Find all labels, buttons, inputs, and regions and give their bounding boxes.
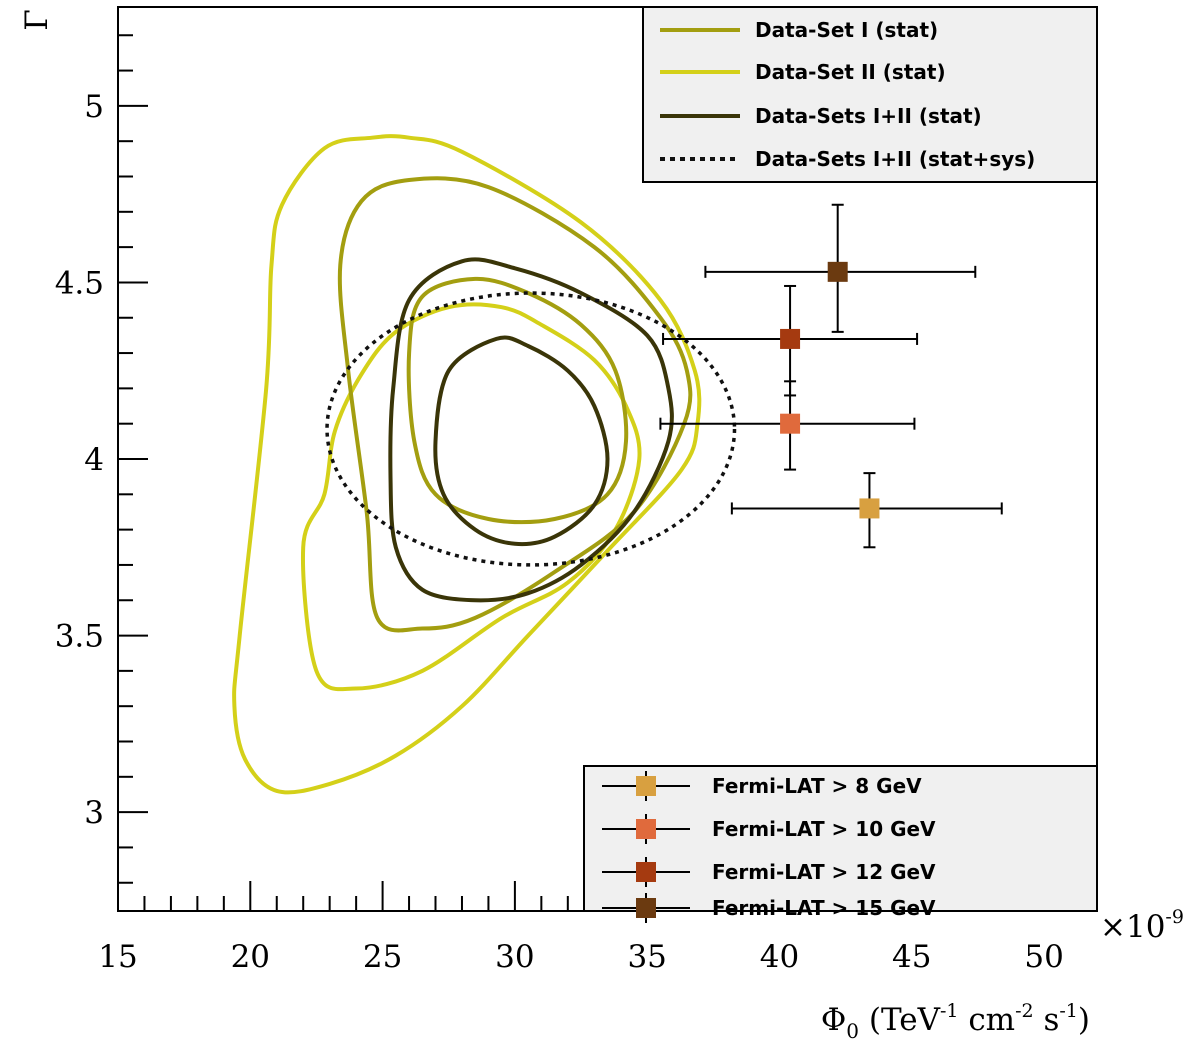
fermi-marker-2 xyxy=(780,328,801,349)
x-tick-label: 50 xyxy=(1024,939,1063,975)
y-axis-title: Γ xyxy=(19,9,55,31)
fermi-point-3 xyxy=(704,203,977,333)
legend-contours-box xyxy=(642,6,1098,183)
x-axis-title-sup1: -1 xyxy=(940,1000,959,1022)
contour-set2-1 xyxy=(301,302,642,692)
legend-line-label-2: Data-Sets I+II (stat) xyxy=(755,104,982,128)
x-axis-title-sub: 0 xyxy=(846,1019,859,1043)
x-tick-label: 30 xyxy=(495,939,534,975)
legend-point-label-3: Fermi-LAT > 15 GeV xyxy=(712,896,936,920)
contour-set1-2 xyxy=(337,176,693,633)
ellipse-layer xyxy=(325,291,737,567)
legend-point-label-0: Fermi-LAT > 8 GeV xyxy=(712,774,922,798)
legend-contours-entries: Data-Set I (stat) Data-Set II (stat) Data-… xyxy=(660,18,1035,171)
fermi-marker-1 xyxy=(780,413,801,434)
x-tick-label: 45 xyxy=(892,939,931,975)
x-tick-label: 20 xyxy=(231,939,270,975)
legend-line-label-1: Data-Set II (stat) xyxy=(755,60,946,84)
x-axis-title-unit-b: cm xyxy=(958,1002,1015,1038)
x-tick-label: 35 xyxy=(627,939,666,975)
x-axis-multiplier: ×10-9 xyxy=(1100,906,1184,945)
contour-combined-4 xyxy=(388,257,674,603)
legend-contours: Data-Set I (stat) Data-Set II (stat) Data-… xyxy=(642,6,1098,183)
fermi-point-1 xyxy=(659,380,916,471)
fermi-point-2 xyxy=(662,284,919,397)
y-tick-label: 3 xyxy=(84,795,104,831)
legend-line-label-3: Data-Sets I+II (stat+sys) xyxy=(755,147,1035,171)
fermi-points-layer xyxy=(659,203,1003,549)
x-tick-label: 40 xyxy=(760,939,799,975)
legend-point-label-2: Fermi-LAT > 12 GeV xyxy=(712,860,936,884)
legend-point-swatch-marker-1 xyxy=(636,819,656,839)
x-axis-title-unit-c: s xyxy=(1034,1002,1060,1038)
fermi-point-0 xyxy=(730,472,1003,549)
legend-point-swatch-marker-3 xyxy=(636,898,656,918)
x-axis-title-unit-a: (TeV xyxy=(859,1002,941,1038)
x-axis-title: Φ0 (TeV-1 cm-2 s-1) xyxy=(821,1000,1090,1043)
y-tick-label: 3.5 xyxy=(55,619,104,655)
contour-set2-0 xyxy=(232,134,702,795)
contour-combined-5 xyxy=(433,335,610,547)
legend-line-label-0: Data-Set I (stat) xyxy=(755,18,938,42)
y-tick-label: 4 xyxy=(84,442,104,478)
x-axis-multiplier-base: ×10 xyxy=(1100,909,1165,945)
x-axis-title-sup3: -1 xyxy=(1059,1000,1078,1022)
legend-fermi: Fermi-LAT > 8 GeV Fermi-LAT > 10 GeV Fermi… xyxy=(583,765,1098,923)
x-axis-title-close: ) xyxy=(1078,1002,1090,1038)
y-tick-label: 4.5 xyxy=(55,265,104,301)
legend-fermi-entries: Fermi-LAT > 8 GeV Fermi-LAT > 10 GeV Fermi… xyxy=(602,771,936,923)
legend-fermi-box xyxy=(583,765,1098,912)
x-axis-title-symbol: Φ xyxy=(821,1002,846,1038)
x-axis-title-sup2: -2 xyxy=(1015,1000,1034,1022)
x-axis-multiplier-exp: -9 xyxy=(1165,906,1184,928)
fermi-marker-3 xyxy=(827,261,848,282)
legend-point-swatch-marker-2 xyxy=(636,862,656,882)
contour-set1-3 xyxy=(406,276,629,525)
legend-point-label-1: Fermi-LAT > 10 GeV xyxy=(712,817,936,841)
contour-stat-sys-ellipse xyxy=(325,291,737,567)
legend-point-swatch-marker-0 xyxy=(636,776,656,796)
y-tick-label: 5 xyxy=(84,89,104,125)
fermi-marker-0 xyxy=(859,498,880,519)
x-tick-label: 15 xyxy=(98,939,137,975)
x-tick-label: 25 xyxy=(363,939,402,975)
contour-layer xyxy=(232,134,702,795)
